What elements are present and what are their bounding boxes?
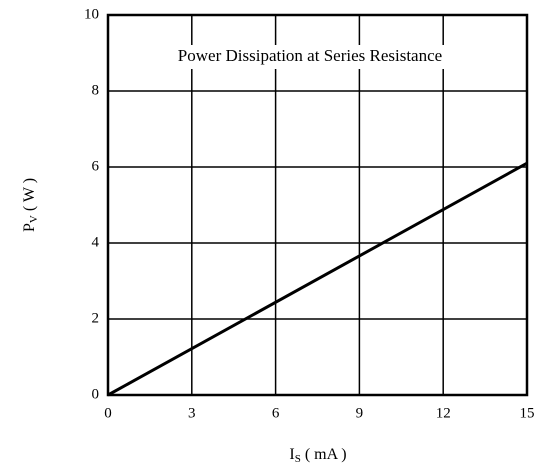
y-tick-label: 0	[92, 386, 100, 402]
x-label-sub: S	[295, 453, 301, 465]
x-label-unit: ( mA )	[301, 446, 347, 463]
data-line	[107, 161, 528, 397]
x-tick-label: 0	[104, 405, 112, 421]
title-backdrop	[135, 45, 485, 69]
y-tick-label: 6	[92, 158, 100, 174]
plot-frame	[106, 13, 529, 397]
x-label-main: I	[289, 446, 294, 463]
y-label-sub: V	[28, 215, 40, 223]
x-tick-label: 15	[520, 405, 535, 421]
x-tick-label: 12	[436, 405, 451, 421]
y-tick-label: 2	[92, 310, 100, 326]
x-tick-label: 6	[272, 405, 280, 421]
chart-title: Power Dissipation at Series Resistance	[178, 46, 442, 65]
y-tick-label: 4	[92, 234, 100, 250]
x-tick-label: 3	[188, 405, 196, 421]
y-label-main: P	[21, 223, 38, 232]
y-tick-label: 8	[92, 82, 100, 98]
x-tick-label: 9	[356, 405, 364, 421]
y-axis-label: PV ( W )	[21, 178, 40, 232]
y-tick-label: 10	[84, 6, 99, 22]
y-label-unit: ( W )	[21, 178, 38, 215]
x-axis-label: IS ( mA )	[289, 446, 346, 465]
